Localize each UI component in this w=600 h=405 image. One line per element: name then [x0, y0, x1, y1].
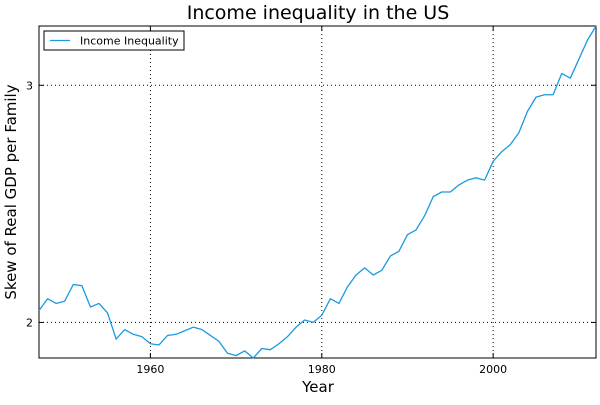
plot-frame — [38, 25, 597, 359]
x-tick-label: 1960 — [136, 363, 164, 376]
y-tick-label: 3 — [26, 79, 33, 92]
series-layer — [38, 25, 597, 359]
legend: Income Inequality — [43, 30, 185, 51]
chart-title: Income inequality in the US — [187, 2, 450, 24]
y-tick-label: 2 — [26, 316, 33, 329]
y-axis-label: Skew of Real GDP per Family — [2, 84, 20, 299]
x-tick-label: 1980 — [308, 363, 336, 376]
grid-layer — [39, 26, 596, 358]
legend-box — [43, 30, 185, 51]
legend-entry-income-inequality: Income Inequality — [80, 35, 179, 48]
ticks-layer: 1960 1980 2000 2 3 — [26, 26, 596, 376]
x-tick-label: 2000 — [479, 363, 507, 376]
x-axis-label: Year — [301, 378, 335, 396]
series-line-income-inequality — [38, 25, 597, 359]
